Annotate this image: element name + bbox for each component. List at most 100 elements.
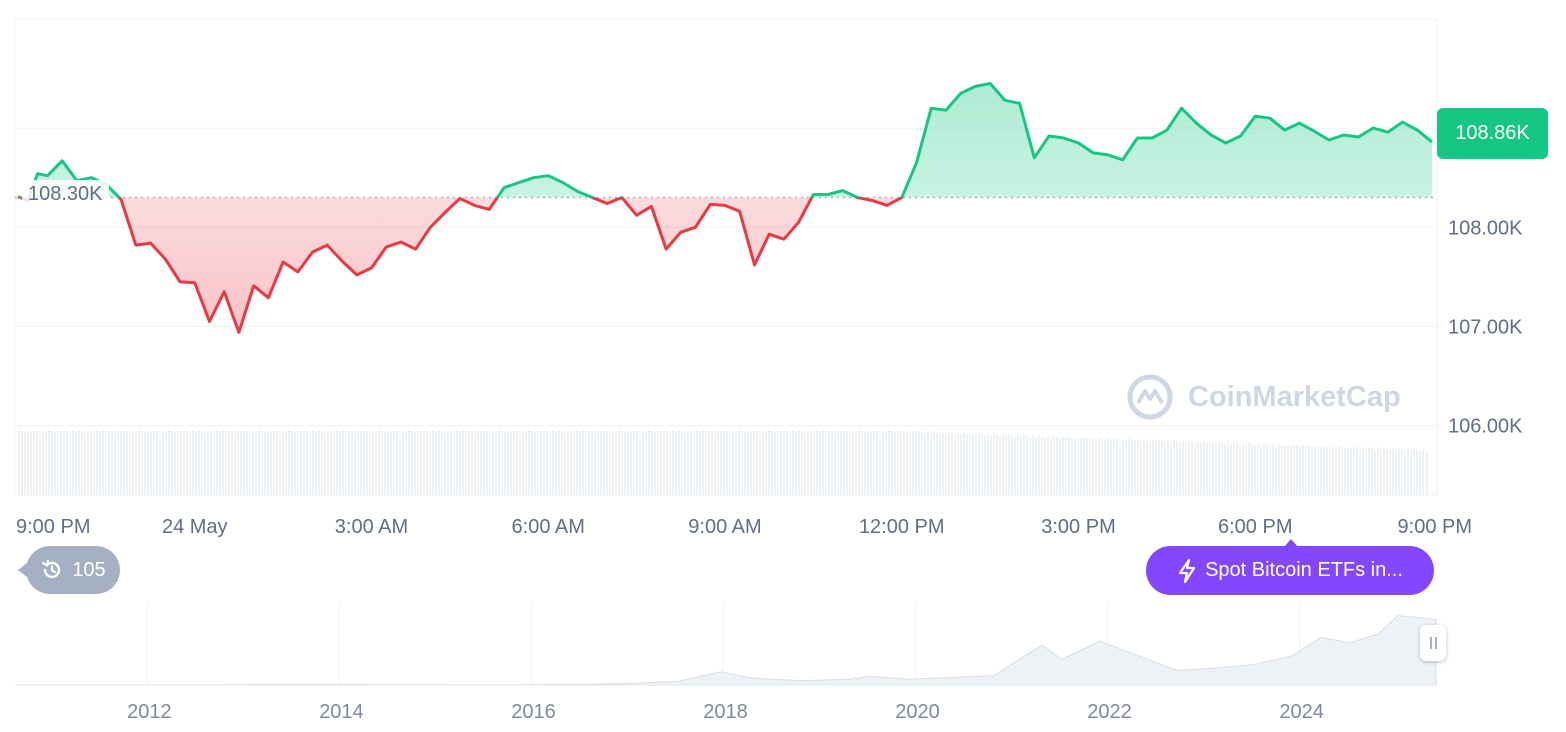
navigator-year-label: 2012: [127, 701, 172, 723]
volume-bar: [1329, 447, 1331, 495]
volume-bar: [978, 433, 980, 495]
volume-bar: [261, 431, 263, 495]
volume-bar: [1002, 434, 1004, 495]
volume-bar: [96, 431, 98, 495]
volume-bar: [1071, 437, 1073, 495]
volume-bar: [678, 430, 680, 495]
volume-bar: [660, 431, 662, 495]
volume-bar: [186, 431, 188, 495]
volume-bar: [675, 431, 677, 495]
pause-grip-icon[interactable]: [1420, 625, 1446, 661]
volume-bar: [576, 431, 578, 495]
volume-bar: [408, 430, 410, 495]
current-price-badge: 108.86K: [1437, 108, 1548, 159]
volume-bar: [888, 430, 890, 495]
volume-bar: [207, 430, 209, 495]
volume-bar: [1098, 437, 1100, 495]
volume-bar: [654, 432, 656, 495]
volume-bar: [480, 431, 482, 495]
volume-bar: [1200, 442, 1202, 495]
volume-bar: [1068, 436, 1070, 495]
volume-bar: [1062, 436, 1064, 495]
volume-bar: [813, 430, 815, 495]
volume-bar: [1275, 445, 1277, 495]
volume-bar: [831, 431, 833, 495]
volume-bar: [618, 430, 620, 495]
volume-bar: [354, 432, 356, 495]
volume-bar: [597, 430, 599, 495]
volume-bar: [1056, 437, 1058, 495]
volume-bar: [1359, 448, 1361, 495]
volume-bar: [1426, 452, 1428, 495]
volume-bar: [1383, 447, 1385, 495]
volume-bar: [417, 430, 419, 495]
volume-bar: [243, 430, 245, 495]
volume-bar: [1416, 449, 1418, 495]
volume-bar: [669, 432, 671, 495]
event-button[interactable]: Spot Bitcoin ETFs in...: [1146, 539, 1434, 595]
navigator[interactable]: 2012 2014 2016 2018 2020 2022 2024: [15, 605, 1437, 723]
volume-bar: [1128, 438, 1130, 495]
history-button[interactable]: 105: [18, 546, 120, 594]
volume-bar: [795, 431, 797, 495]
volume-bar: [1167, 440, 1169, 495]
volume-bar: [468, 430, 470, 495]
volume-bar: [1152, 439, 1154, 495]
volume-bar: [645, 431, 647, 495]
volume-bars: [18, 430, 1428, 495]
volume-bar: [423, 430, 425, 495]
volume-bar: [84, 432, 86, 495]
x-tick-label: 24 May: [162, 516, 228, 538]
volume-bar: [105, 431, 107, 495]
volume-bar: [534, 432, 536, 495]
volume-bar: [1125, 440, 1127, 495]
volume-bar: [564, 432, 566, 495]
volume-bar: [1410, 450, 1412, 495]
volume-bar: [183, 430, 185, 495]
volume-bar: [510, 431, 512, 495]
volume-bar: [1263, 443, 1265, 495]
volume-bar: [891, 431, 893, 495]
volume-bar: [1026, 435, 1028, 495]
volume-bar: [1413, 448, 1415, 495]
volume-bar: [876, 431, 878, 495]
volume-bar: [633, 430, 635, 495]
volume-bar: [567, 430, 569, 495]
volume-bar: [726, 431, 728, 495]
volume-bar: [210, 431, 212, 495]
volume-bar: [78, 430, 80, 495]
volume-bar: [1209, 443, 1211, 495]
volume-bar: [777, 430, 779, 495]
volume-bar: [810, 431, 812, 495]
volume-bar: [276, 431, 278, 495]
volume-bar: [285, 431, 287, 495]
navigator-year-label: 2020: [895, 701, 940, 723]
volume-bar: [870, 431, 872, 495]
volume-bar: [1086, 438, 1088, 495]
volume-bar: [234, 432, 236, 495]
volume-bar: [378, 430, 380, 495]
volume-bar: [615, 431, 617, 495]
volume-bar: [531, 431, 533, 495]
volume-bar: [987, 433, 989, 495]
volume-bar: [879, 432, 881, 495]
volume-bar: [414, 432, 416, 495]
volume-bar: [549, 432, 551, 495]
volume-bar: [909, 432, 911, 495]
price-lines: [17, 82, 1433, 334]
volume-bar: [1323, 445, 1325, 495]
x-axis-labels: 9:00 PM 24 May 3:00 AM 6:00 AM 9:00 AM 12:00 …: [16, 516, 1472, 538]
watermark-text: CoinMarketCap: [1188, 380, 1401, 413]
x-tick-label: 3:00 PM: [1041, 516, 1115, 538]
volume-bar: [384, 432, 386, 495]
volume-bar: [291, 431, 293, 495]
volume-bar: [1011, 435, 1013, 495]
volume-bar: [621, 431, 623, 495]
volume-bar: [1134, 440, 1136, 495]
volume-bar: [1248, 442, 1250, 495]
volume-bar: [159, 432, 161, 495]
volume-bar: [867, 430, 869, 495]
volume-bar: [477, 430, 479, 495]
volume-bar: [1380, 449, 1382, 495]
